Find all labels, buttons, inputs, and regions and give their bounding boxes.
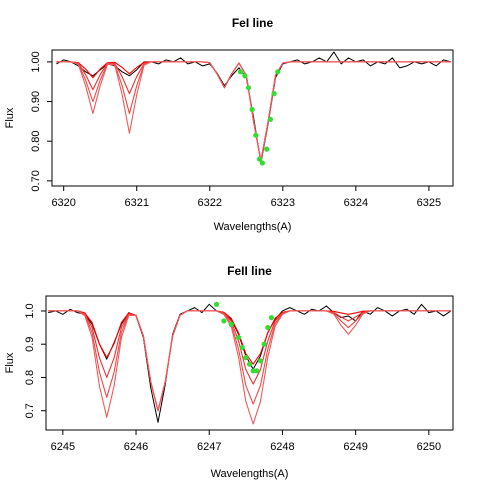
point: [261, 341, 267, 347]
point: [253, 132, 259, 138]
series-line: [56, 51, 451, 164]
point: [271, 91, 277, 97]
point: [235, 334, 242, 341]
point: [275, 69, 281, 75]
x-tick-label: 6324: [344, 197, 368, 209]
x-tick-label: 6249: [343, 441, 367, 453]
point: [246, 361, 253, 367]
x-axis-label: Wavelengths(A): [211, 468, 289, 480]
x-tick-label: 6321: [124, 197, 148, 209]
plot-area: [56, 51, 451, 166]
series-line: [48, 310, 451, 425]
y-tick-label: 0.9: [24, 337, 36, 352]
plot-frame: [45, 295, 454, 431]
y-axis-label: Flux: [4, 352, 16, 373]
y-tick-label: 1.0: [24, 303, 36, 318]
x-axis-label: Wavelengths(A): [214, 221, 292, 233]
point: [259, 160, 265, 166]
panel: FeI line Wavelengths(A) Flux 6320 6321 6322 63…: [4, 16, 454, 233]
point: [256, 156, 263, 162]
point: [245, 85, 252, 91]
y-tick-label: 0.90: [30, 91, 42, 112]
y-tick-label: 1.00: [30, 51, 42, 72]
point: [254, 368, 260, 374]
point: [249, 106, 255, 113]
point: [257, 358, 264, 364]
point: [242, 73, 248, 79]
plot-frame: [51, 49, 454, 187]
point: [265, 324, 271, 331]
y-tick-label: 0.8: [24, 370, 36, 385]
panel: FeII line Wavelengths(A) Flux 6245 6246 6247 6…: [4, 264, 454, 480]
series-line: [48, 310, 451, 412]
y-tick-label: 0.70: [30, 170, 42, 191]
point: [239, 344, 245, 351]
x-tick-label: 6250: [417, 441, 441, 453]
chart-title: FeI line: [232, 16, 274, 30]
point: [228, 321, 234, 327]
point: [213, 301, 220, 307]
x-tick-label: 6323: [271, 197, 295, 209]
point: [268, 315, 275, 321]
point: [250, 368, 256, 374]
plot-area: [48, 301, 452, 425]
point: [267, 116, 273, 122]
x-tick-label: 6246: [124, 441, 148, 453]
chart-title: FeII line: [227, 264, 272, 278]
x-tick-label: 6245: [51, 441, 75, 453]
y-tick-label: 0.80: [30, 130, 42, 151]
x-tick-label: 6248: [270, 441, 294, 453]
y-axis-label: Flux: [4, 107, 16, 128]
point: [221, 318, 227, 324]
y-tick-label: 0.7: [24, 403, 36, 418]
x-tick-label: 6325: [417, 197, 441, 209]
point: [264, 146, 270, 152]
point: [237, 69, 244, 75]
x-tick-label: 6247: [197, 441, 221, 453]
series-line: [56, 61, 451, 162]
point: [243, 354, 249, 361]
x-tick-label: 6322: [198, 197, 222, 209]
x-tick-label: 6320: [51, 197, 75, 209]
